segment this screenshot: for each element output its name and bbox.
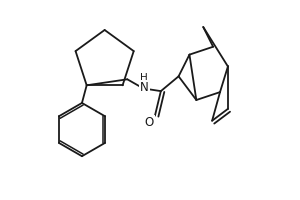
Text: N: N — [140, 81, 148, 94]
Text: H: H — [140, 73, 148, 83]
Text: O: O — [144, 116, 154, 129]
